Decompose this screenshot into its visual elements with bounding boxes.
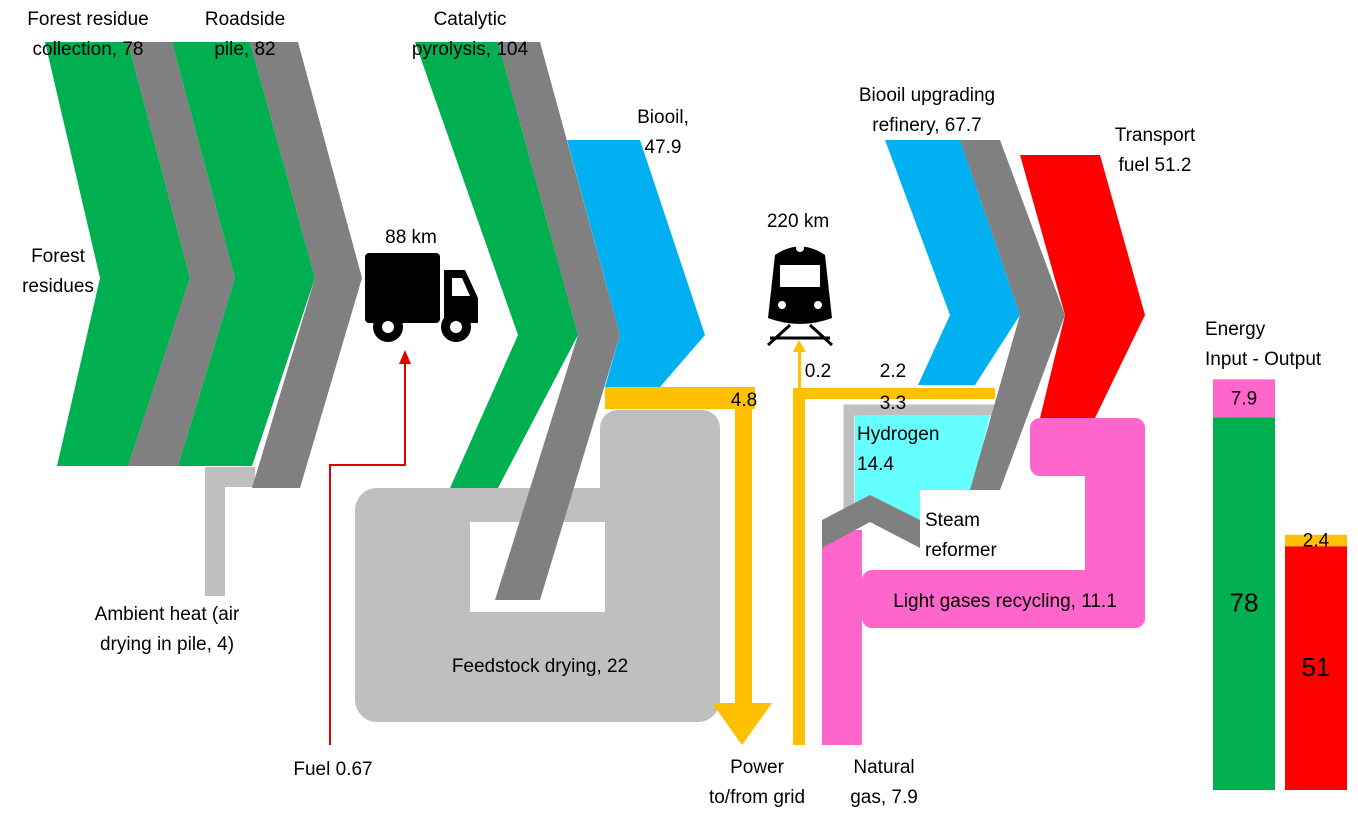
node-label: 0.2 [805,361,831,382]
energy-bar-segment [1285,534,1347,547]
node-label: Catalytic [434,9,507,30]
node-label: gas, 7.9 [850,787,918,808]
node-label: Fuel 0.67 [293,759,372,780]
node-label: pyrolysis, 104 [412,39,529,60]
node-label: 220 km [767,211,829,232]
energy-value-label: 51 [1302,652,1331,682]
pyrolysis-loss-chevron [495,42,620,600]
node-label: fuel 51.2 [1119,155,1192,176]
node-label: 2.2 [880,361,906,382]
node-label: reformer [925,540,997,561]
fuel-line [329,362,406,745]
energy-value-label: 78 [1230,587,1259,617]
node-label: Light gases recycling, 11.1 [893,591,1117,612]
node-label: 47.9 [645,137,682,158]
node-label: Roadside [205,9,285,30]
pyrolysis-chevron [415,42,578,488]
energy-value-label: 7.9 [1231,388,1257,409]
train-icon [766,244,834,347]
labels: Forest residue collection, 78 Roadside pile… [22,9,1196,808]
node-label: Forest residue [27,9,148,30]
forest-residue-chevron [45,42,190,466]
truck-icon [365,253,478,342]
ambient-heat-flow [205,467,255,596]
node-label: Hydrogen [857,424,939,445]
node-label: pile, 82 [214,39,275,60]
node-label: Biooil, [637,107,689,128]
hydrogen-block [855,415,990,520]
light-gases-loop [822,418,1145,745]
energy-chart: Energy Input - Output 78 7.9 51 2.4 [1205,319,1347,790]
upgrading-loss-chevron [960,140,1065,490]
node-label: Power [730,757,785,778]
node-label: 3.3 [880,393,906,414]
node-label: to/from grid [709,787,805,808]
steam-reformer-chevron [822,495,920,548]
transport-fuel-chevron [1020,155,1145,418]
energy-bar-segment [1213,417,1275,790]
node-label: collection, 78 [33,39,144,60]
power-flow [605,340,995,745]
node-label: drying in pile, 4) [100,634,234,655]
energy-bar-segment [1285,546,1347,790]
hydrogen-loss-flow [843,404,995,520]
biooil-chevron [567,140,705,387]
node-label: 88 km [385,227,437,248]
node-label: 4.8 [731,390,757,411]
roadside-chevron [172,42,315,466]
node-label: Transport [1115,125,1196,146]
node-label: 14.4 [857,454,894,475]
node-label: Forest [31,246,86,267]
energy-bar-segment [1213,379,1275,418]
energy-title: Energy [1205,319,1266,340]
node-label: Biooil upgrading [859,85,995,106]
node-label: Feedstock drying, 22 [452,656,628,677]
node-label: Natural [853,757,914,778]
node-label: refinery, 67.7 [872,115,981,136]
node-label: residues [22,276,94,297]
node-label: Steam [925,510,980,531]
roadside-loss-chevron [250,42,362,488]
upgrading-chevron [885,140,1020,385]
fuel-arrow [399,350,411,364]
energy-title: Input - Output [1205,349,1322,370]
energy-value-label: 2.4 [1303,530,1330,551]
node-label: Ambient heat (air [95,604,240,625]
collection-loss-chevron [128,42,235,466]
